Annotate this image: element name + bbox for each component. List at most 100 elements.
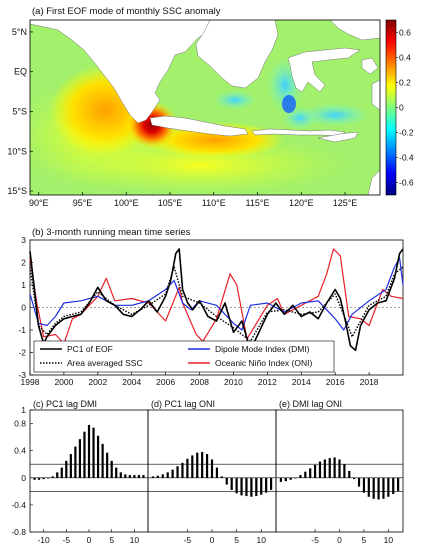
bar [343,464,346,478]
bar-x-tick-label: 5 [234,535,239,545]
bar-panel-3: (d) PC1 lag ONI -5 0 5 10 [147,399,277,545]
ts-y-tick-label: 1 [21,280,26,290]
legend-label-0: PC1 of EOF [67,344,113,354]
map-x-tick-label: 105°E [158,198,183,208]
bar [299,475,302,478]
bar [151,476,155,478]
borneo [195,20,279,89]
panel-b: (b) 3-month running mean time series 199… [18,227,404,387]
ts-x-tick-label: 2008 [190,377,209,387]
bar [74,446,77,478]
bar [372,477,375,499]
bar [377,477,380,500]
bar-y-tick-label: 1 [21,405,26,415]
ts-x-tick-label: 2010 [224,377,243,387]
bar [33,477,36,480]
bar [205,454,209,478]
bar-x-tick-label: -10 [37,535,50,545]
series-line-2 [29,257,404,331]
colorbar: 0.6 0.4 0.2 0 -0.2 -0.4 -0.6 [385,19,414,196]
map-frame [29,19,381,196]
map-x-tick-label: 110°E [202,198,226,208]
ts-x-tick-label: 2012 [258,377,277,387]
bar [265,477,268,493]
bar-x-tick-label: 10 [384,535,394,545]
ts-y-tick-label: 3 [21,235,26,245]
bar-x-tick-label: -5 [311,535,319,545]
bar [235,477,238,494]
bar [133,475,136,478]
bar-x-tick-label: 5 [362,535,367,545]
ts-y-tick-label: -3 [18,370,26,380]
ts-x-tick-label: 1998 [21,377,40,387]
bar [201,452,204,478]
bar-x-tick-label: 0 [210,535,215,545]
map-x-tick-label: 95°E [73,198,93,208]
bar [279,477,282,482]
ts-y-tick-label: -1 [18,325,26,335]
legend-box [33,340,335,373]
legend: PC1 of EOF Area averaged SSC Dipole Mode I… [33,340,335,373]
bar [215,467,219,478]
ts-x-tick-label: 2016 [326,377,345,387]
map-y-tick-label: 5°N [12,27,27,37]
bar [69,454,72,478]
bar [119,472,122,478]
bar [367,477,370,497]
bar [124,474,127,478]
bar-y-tick-label: -0.4 [11,500,26,510]
bar [156,475,159,478]
timeseries-axes: 1998 2000 2002 2004 2006 2008 2010 2012 2014 2016… [18,235,403,387]
series-line-0 [29,248,404,352]
colorbar-ramp [385,19,397,196]
map-axes: 90°E 95°E 100°E 105°E 110°E 115°E 120°E 125°E 5°… [7,27,357,208]
colorbar-tick-label: 0.2 [399,78,411,88]
bar [37,477,41,480]
map-y-tick-label: 10°S [7,146,27,156]
bar [83,431,86,478]
bar [313,464,317,478]
bar [250,477,253,497]
panel-b-title: (b) 3-month running mean time series [32,227,191,238]
bar [171,469,174,478]
sst-field [30,20,380,195]
lag-correlation-panels: (c) PC1 lag DMI -10 -5 0 5 10 1 0.8 0.4 0 -0.4 -0.8… [11,399,404,545]
bar [101,443,104,478]
bar-panel-title: (c) PC1 lag DMI [33,399,97,409]
bar [304,471,307,478]
ts-x-tick-label: 2014 [292,377,311,387]
ts-y-tick-label: 2 [21,258,26,268]
bar [397,477,400,492]
map-x-tick-label: 100°E [114,198,139,208]
map-x-tick-label: 115°E [246,198,270,208]
bar-x-tick-label: 5 [109,535,114,545]
land [30,20,380,195]
bar [78,439,82,478]
bar [309,468,312,478]
bar [323,459,326,478]
map-x-tick-label: 90°E [29,198,49,208]
bar [245,477,248,497]
bar [230,477,233,490]
bar [115,467,118,478]
bar [191,455,194,478]
colorbar-tick-label: -0.4 [399,153,414,163]
bar [338,459,341,478]
panel-a-title: (a) First EOF mode of monthly SSC anomal… [32,6,221,17]
bar [87,424,91,478]
bar [92,427,95,478]
bar-panel-4: (e) DMI lag ONI -5 0 5 10 [275,399,404,545]
bar [284,477,287,482]
bar [328,458,331,478]
bar-x-tick-label: 10 [130,535,140,545]
legend-label-1: Area averaged SSC [67,358,143,368]
ts-y-tick-label: 0 [21,303,26,313]
map-y-tick-label: EQ [14,67,27,77]
anomaly-cool-java-sea [213,90,257,110]
series-line-1 [29,266,404,342]
bar [65,460,68,478]
colorbar-tick-label: 0.4 [399,53,411,63]
timor [317,131,359,143]
bar [161,474,164,478]
map-y-tick-label: 15°S [7,186,27,196]
